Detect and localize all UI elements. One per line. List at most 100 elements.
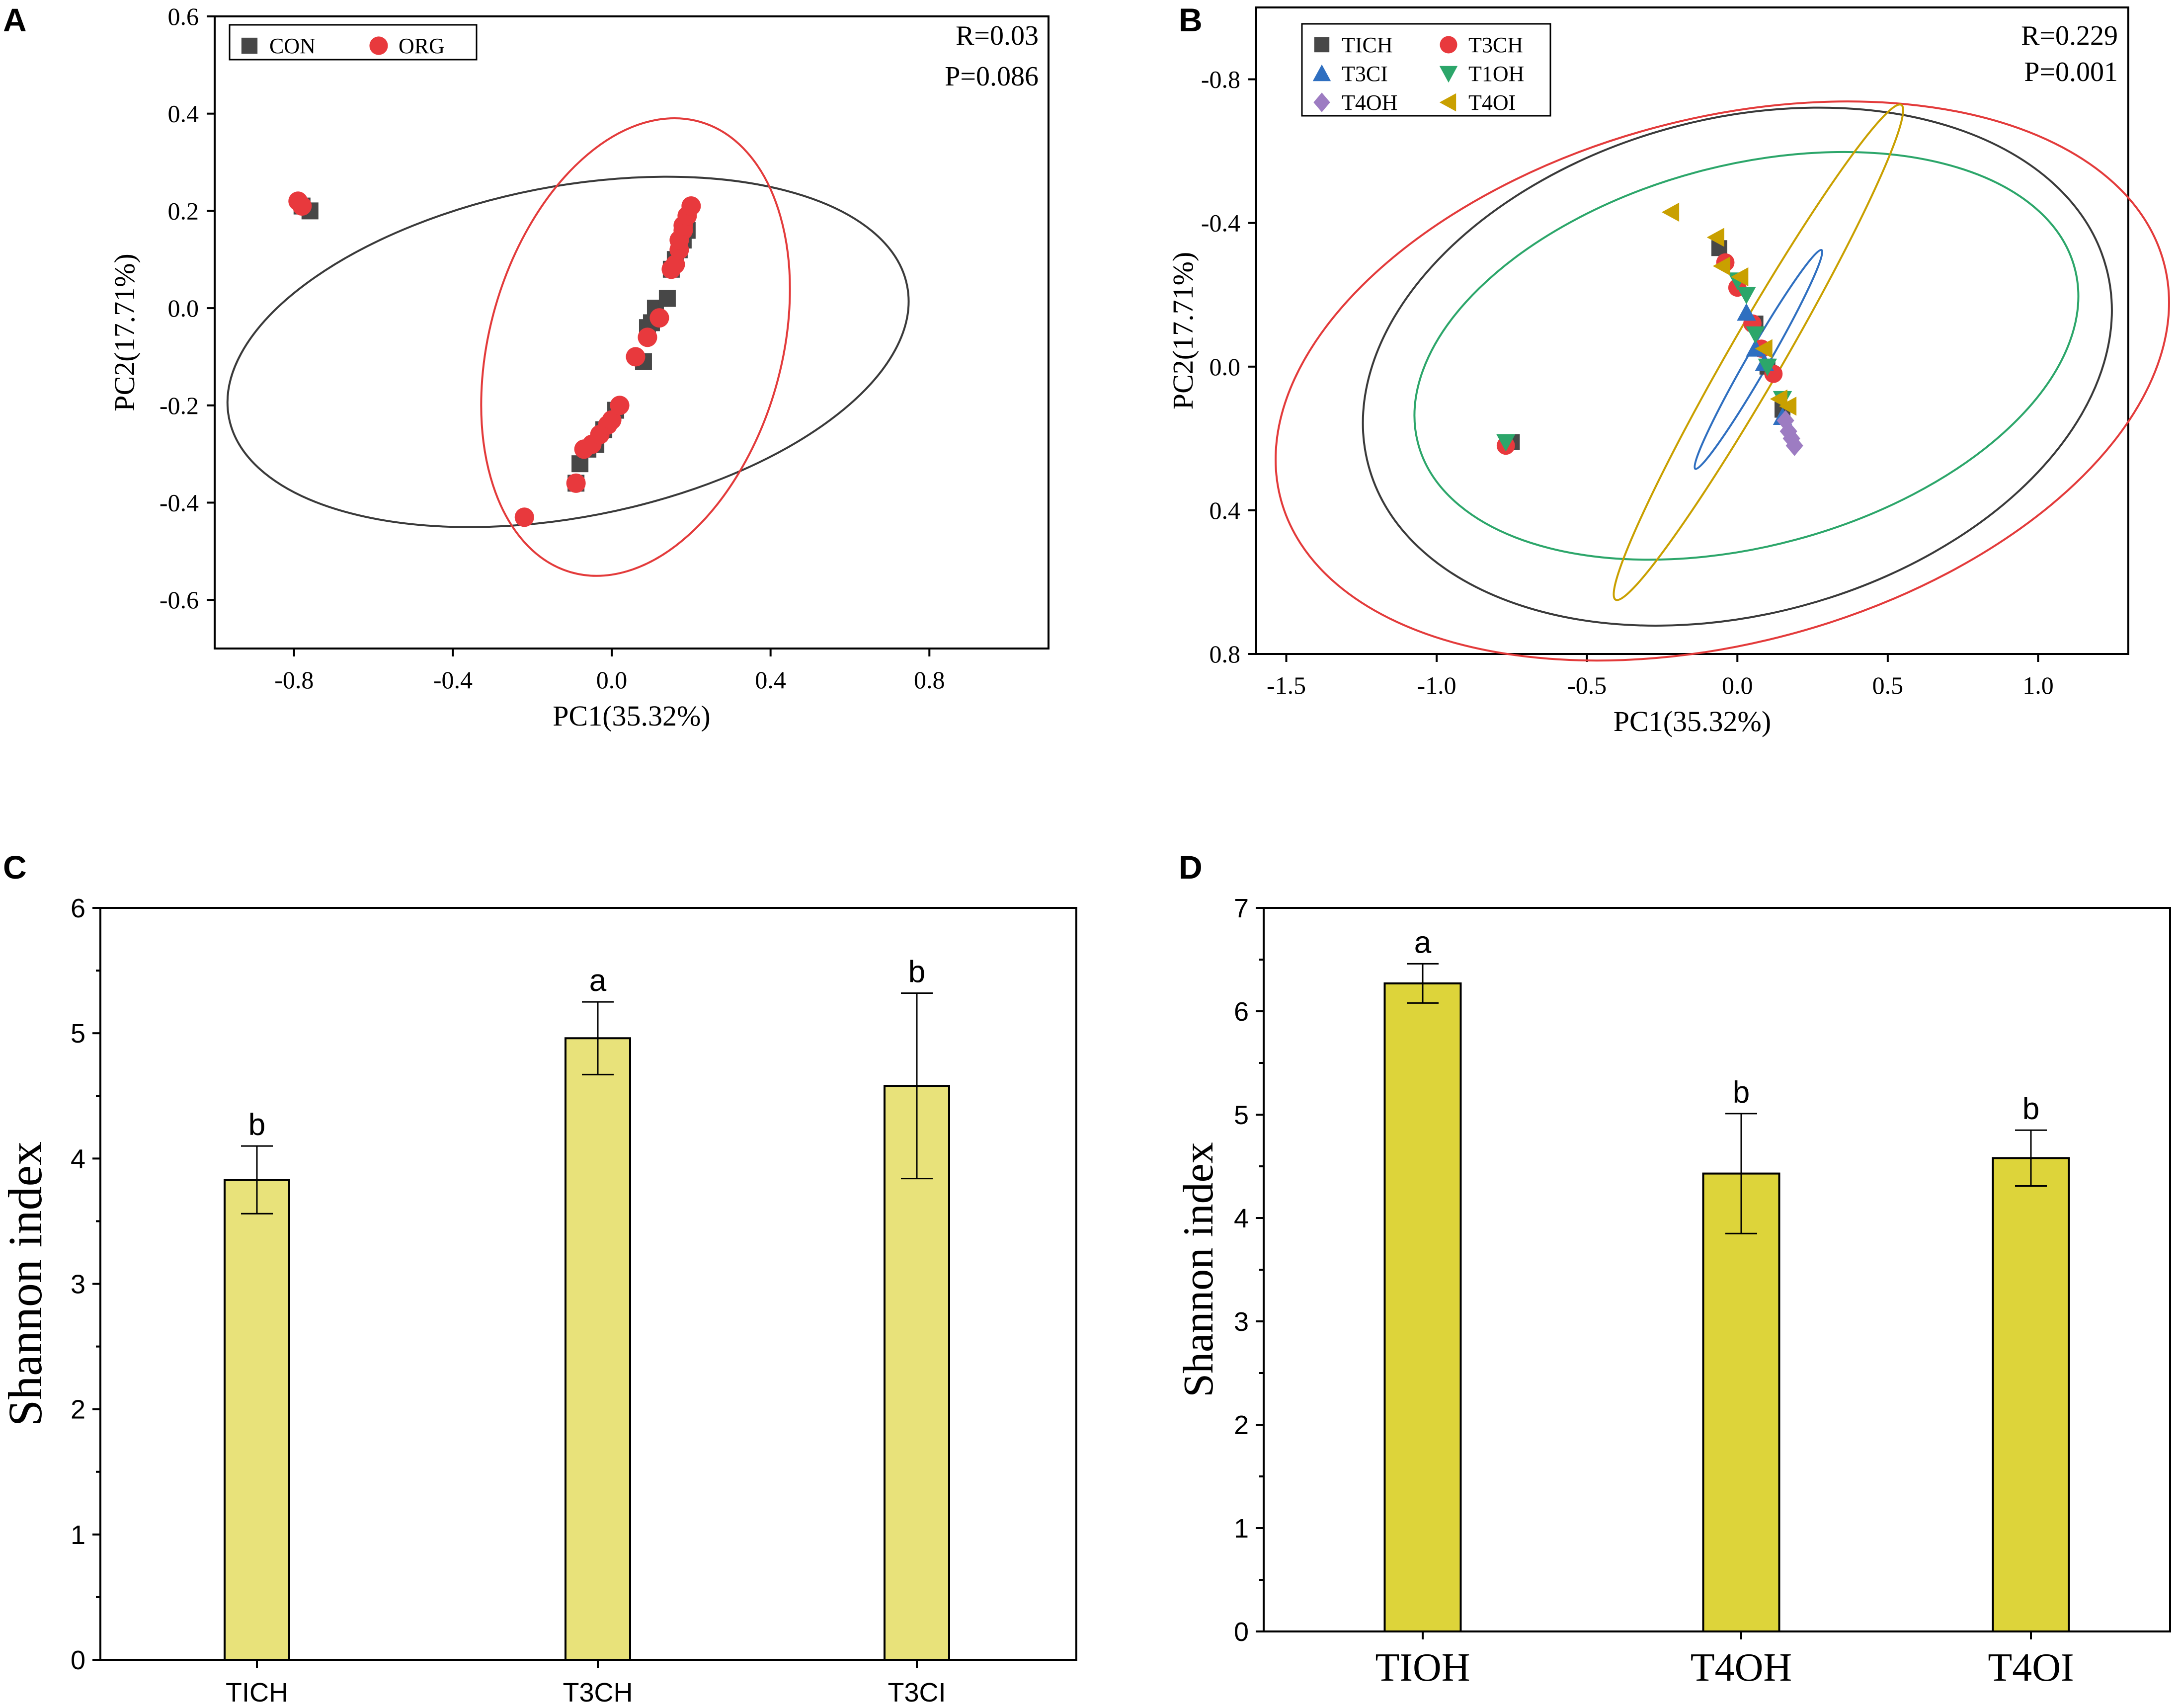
y-tick-label: 1 [1234, 1514, 1249, 1544]
bar-t3ch [565, 1037, 631, 1661]
x-axis-label: PC1(35.32%) [553, 700, 710, 732]
significance-letter: b [248, 1108, 265, 1142]
y-tick-label: -0.4 [160, 488, 199, 516]
scatter-point-org [602, 410, 622, 430]
scatter-point-t1oh [1737, 287, 1756, 305]
panel-label-a: A [3, 1, 27, 38]
y-tick-label: 0.4 [1210, 496, 1241, 524]
plot-frame [214, 15, 1050, 650]
panel-label-b: B [1179, 1, 1203, 38]
scatter-point-t4oi [1712, 256, 1731, 276]
x-axis-label: PC1(35.32%) [1614, 705, 1771, 737]
legend-marker-t4oh [1313, 92, 1330, 112]
bar-t4oi [1992, 1157, 2070, 1633]
legend-label-t4oh: T4OH [1342, 90, 1397, 115]
legend-marker-t1oh [1439, 66, 1458, 83]
y-axis-label: PC2(17.71%) [1167, 252, 1199, 409]
y-tick-label: -0.6 [160, 586, 199, 614]
category-label: T4OI [1988, 1646, 2074, 1690]
bar-t3ci [884, 1085, 950, 1661]
significance-letter: a [589, 964, 607, 998]
category-label: T3CI [888, 1678, 946, 1708]
bar-tioh [1383, 982, 1462, 1632]
bar-tich [224, 1179, 290, 1661]
scatter-point-t1oh [1496, 434, 1516, 452]
legend-label-t3ci: T3CI [1342, 62, 1388, 86]
y-tick-label: 0.2 [168, 197, 199, 225]
y-tick-label: 0 [1234, 1617, 1249, 1647]
legend-box [229, 24, 478, 61]
confidence-ellipse [480, 117, 791, 577]
legend-label-org: ORG [399, 34, 445, 58]
scatter-point-t4oi [1770, 389, 1787, 409]
confidence-ellipse [1362, 106, 2113, 627]
confidence-ellipse [1413, 151, 2080, 561]
scatter-point-t4oi [1731, 267, 1749, 287]
y-tick-label: 3 [71, 1270, 85, 1300]
x-tick-label: 0.5 [1872, 671, 1904, 699]
y-tick-label: 3 [1234, 1307, 1249, 1337]
legend-marker-t4oi [1439, 93, 1456, 112]
shannon-bar-chart-c: 0 1 2 3 4 5 6 Shannon index b TICH a T3CH b T3CI [0, 894, 1077, 1708]
y-tick-label: 1 [71, 1520, 85, 1550]
significance-letter: a [1414, 925, 1432, 960]
legend-marker-tich [1314, 37, 1330, 53]
panel-label-c: C [3, 849, 27, 886]
y-tick-label: 2 [71, 1395, 85, 1425]
confidence-ellipse [226, 175, 910, 528]
category-label: T3CH [563, 1678, 633, 1708]
y-tick-label: 2 [1234, 1410, 1249, 1440]
scatter-point-t4oh [1785, 435, 1803, 456]
x-tick-label: -1.5 [1267, 671, 1306, 699]
scatter-point-org [626, 347, 646, 367]
scatter-point-t4oi [1778, 397, 1797, 416]
scatter-point-t1oh [1746, 326, 1765, 344]
x-tick-label: 0.4 [755, 666, 786, 694]
category-label: TIOH [1375, 1646, 1470, 1690]
stat-r-a: R=0.03 [956, 20, 1039, 51]
scatter-point-org [681, 196, 701, 216]
significance-letter: b [908, 955, 925, 989]
y-tick-label: 0.4 [168, 100, 199, 128]
scatter-point-con [658, 290, 676, 307]
y-tick-label: 6 [1234, 997, 1249, 1027]
y-tick-label: 7 [1234, 894, 1249, 923]
confidence-ellipse [1275, 100, 2170, 662]
x-tick-label: 0.0 [1722, 671, 1753, 699]
legend-label-tich: TICH [1342, 33, 1393, 57]
scatter-point-t4oi [1661, 202, 1680, 222]
y-tick-label: -0.4 [1201, 209, 1240, 237]
y-tick-label: 5 [71, 1019, 85, 1049]
y-axis-label: Shannon index [1174, 1142, 1222, 1397]
y-tick-label: 0.8 [1210, 640, 1241, 668]
legend-marker-con [241, 37, 258, 54]
y-axis-label: PC2(17.71%) [108, 253, 141, 411]
legend-box [1301, 23, 1551, 117]
scatter-point-org [610, 396, 630, 415]
y-tick-label: 0.0 [1210, 353, 1241, 381]
significance-letter: b [2022, 1092, 2039, 1126]
x-tick-label: 0.8 [914, 666, 945, 694]
category-label: T4OH [1691, 1646, 1792, 1690]
y-tick-label: 0.6 [168, 2, 199, 30]
legend-marker-org [369, 36, 388, 55]
bar-t4oh [1702, 1172, 1780, 1633]
legend-marker-t3ch [1440, 36, 1457, 54]
legend-label-t4oi: T4OI [1468, 90, 1516, 115]
legend-label-con: CON [269, 34, 316, 58]
scatter-point-org [566, 473, 586, 493]
y-tick-label: -0.8 [1201, 66, 1240, 93]
y-tick-label: 6 [71, 894, 85, 923]
stat-p-a: P=0.086 [945, 61, 1039, 92]
pcoa-chart-a: -0.8 -0.4 0.0 0.4 0.8 -0.6 -0.4 -0.2 0.0 0.2 0.4 0.… [108, 2, 1050, 732]
y-axis-label: Shannon index [0, 1141, 52, 1426]
x-tick-label: -1.0 [1417, 671, 1456, 699]
scatter-point-org [638, 327, 657, 347]
scatter-point-t3ci [1737, 303, 1756, 321]
x-tick-label: -0.4 [433, 666, 473, 694]
x-tick-label: 0.0 [596, 666, 628, 694]
stat-r-b: R=0.229 [2021, 20, 2118, 51]
scatter-point-org [665, 254, 685, 274]
legend-label-t1oh: T1OH [1468, 62, 1524, 86]
